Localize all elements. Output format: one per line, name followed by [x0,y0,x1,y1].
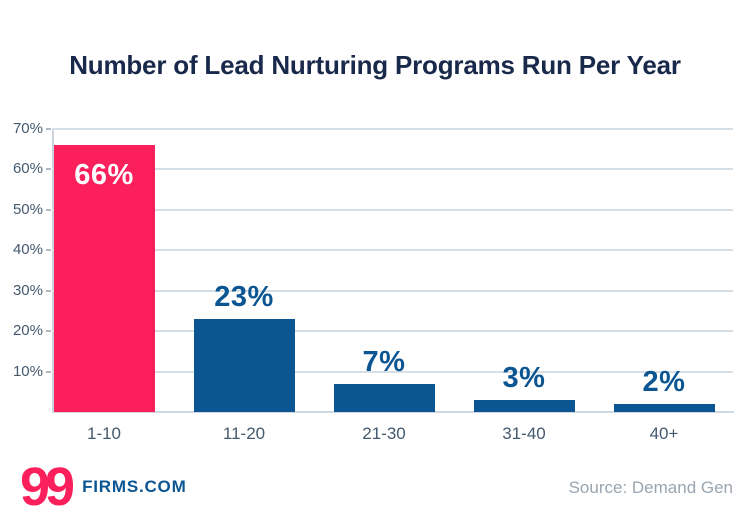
y-axis-tick [46,168,51,170]
source-credit: Source: Demand Gen [568,478,733,497]
x-axis-label: 1-10 [86,424,122,443]
y-axis-tick [46,208,51,211]
y-axis-label: 50% [12,200,43,218]
bar-value-label: 7% [362,345,406,378]
bar-40+ [613,403,715,412]
y-axis-tick [46,249,51,251]
y-axis-label: 10% [12,362,43,380]
gridline [52,370,733,373]
gridline [52,289,733,292]
y-axis-line [52,127,54,411]
y-axis-tick [46,330,51,332]
gridline [52,330,733,332]
bar-value-label: 2% [642,365,686,398]
y-axis-label: 60% [12,160,43,177]
bar-21-30 [333,383,435,412]
bar-value-label: 23% [214,280,274,313]
gridline [52,168,733,170]
x-axis-baseline [52,411,734,413]
chart-area: 70% 60% 50% 40% 30% 20% 10% 66% 1-10 23% 11-20 7% 21… [12,119,734,443]
logo-99-icon: 99 [20,457,75,517]
x-axis-label: 31-40 [502,424,546,443]
x-axis-label: 21-30 [362,424,406,443]
x-axis-label: 40+ [649,424,679,443]
bar-value-label: 3% [502,361,546,394]
gridline [52,127,733,130]
logo-text: FIRMS.COM [82,477,187,496]
bar-31-40 [473,399,575,412]
y-axis-tick [46,370,51,373]
logo-99firms: 99 FIRMS.COM [20,457,187,517]
y-axis-tick [46,127,51,130]
gridline [52,208,733,211]
x-axis-label: 11-20 [222,424,266,443]
chart-title: Number of Lead Nurturing Programs Run Pe… [69,50,681,80]
gridline [52,249,733,251]
y-axis-tick [46,289,51,292]
bar-value-label: 66% [74,158,134,191]
y-axis-label: 70% [12,119,43,137]
y-axis-label: 30% [12,281,43,299]
y-axis-label: 20% [12,322,43,339]
bar-1-10 [53,144,155,412]
bar-11-20 [193,318,295,412]
y-axis-label: 40% [12,241,43,258]
